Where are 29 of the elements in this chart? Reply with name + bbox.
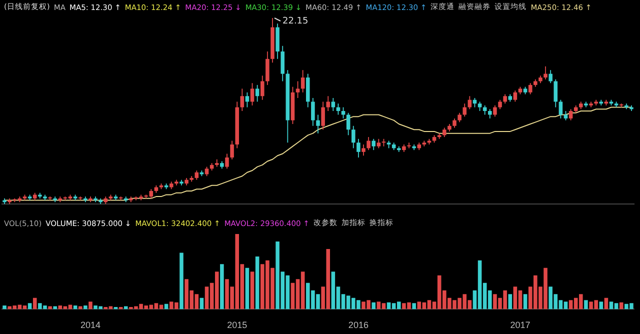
bar (53, 306, 57, 310)
x-tick-label: 2016 (348, 320, 368, 330)
bar (604, 298, 608, 310)
bar (48, 306, 52, 310)
bar (2, 305, 6, 310)
annotation: 22.15 (282, 16, 308, 26)
x-tick-label: 2017 (510, 320, 530, 330)
bar (523, 294, 528, 310)
bar (220, 264, 224, 310)
bar (255, 256, 260, 310)
bar (200, 298, 204, 310)
bar (508, 294, 512, 310)
bar (28, 303, 32, 310)
x-tick-label: 2015 (227, 320, 248, 330)
bar (78, 306, 82, 310)
bar (412, 303, 416, 310)
bar (88, 302, 92, 310)
bar (245, 268, 250, 310)
x-tick-label: 2014 (80, 320, 100, 330)
bar (599, 302, 604, 310)
bar (372, 302, 376, 310)
bar (84, 305, 88, 310)
bar (124, 306, 128, 310)
bar (32, 298, 37, 310)
candlestick (407, 142, 411, 148)
bar (584, 300, 588, 310)
bar (619, 302, 624, 310)
bar (250, 272, 254, 310)
bar (180, 252, 184, 310)
